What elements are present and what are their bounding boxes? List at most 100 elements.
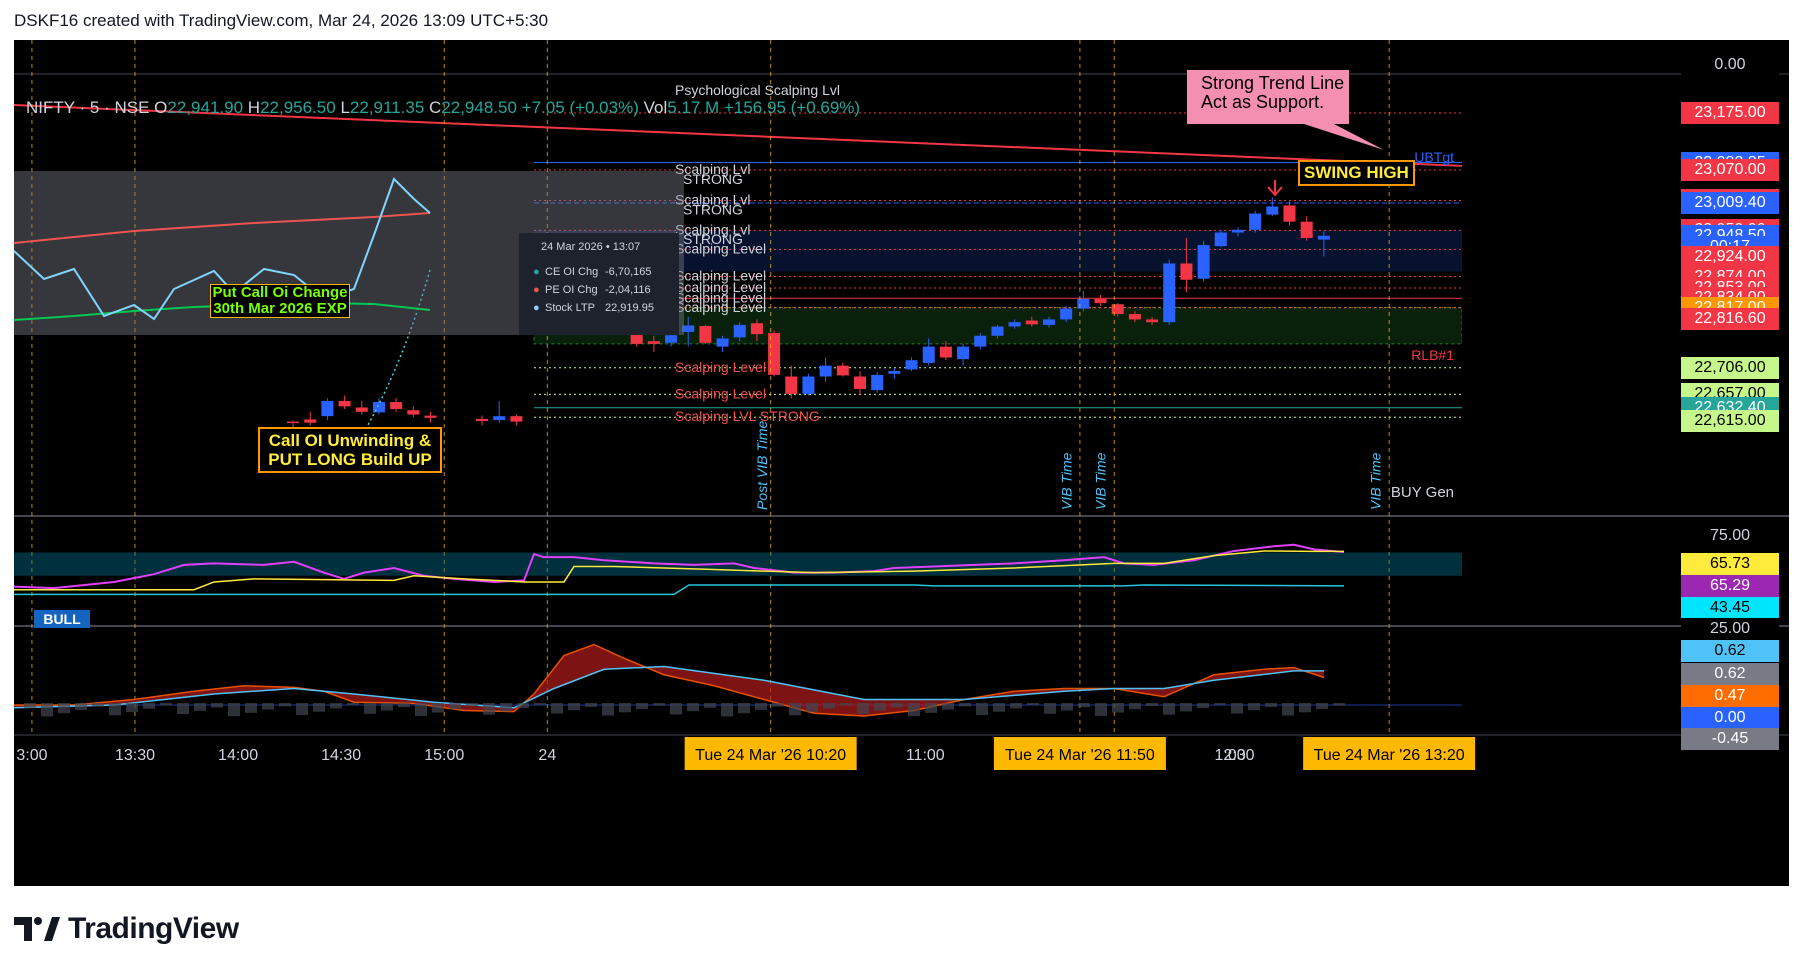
- tooltip-pe-label: PE OI Chg: [545, 284, 598, 296]
- candle-body: [1249, 213, 1262, 230]
- tradingview-brand[interactable]: TradingView: [14, 912, 239, 946]
- macd-histogram-bar: [58, 703, 70, 714]
- symbol-legend[interactable]: NIFTY · 5 · NSE O22,941.90 H22,956.50 L2…: [26, 98, 860, 118]
- candle-body: [665, 335, 678, 343]
- price-tag[interactable]: 0.00: [1681, 54, 1779, 76]
- price-tag[interactable]: 22,816.60: [1681, 308, 1779, 331]
- scalping-level-label: STRONG: [683, 171, 743, 187]
- macd-histogram-bar: [1129, 703, 1141, 710]
- macd-histogram-bar: [483, 703, 495, 715]
- macd-histogram-bar: [1095, 703, 1107, 716]
- candle: [424, 411, 437, 423]
- candle: [372, 398, 385, 415]
- macd-histogram-bar: [976, 703, 988, 715]
- macd-histogram-bar: [772, 703, 784, 707]
- macd-histogram-bar: [568, 703, 580, 711]
- candle-body: [1094, 298, 1107, 304]
- volume-label: Vol: [643, 98, 668, 117]
- macd-histogram-bar: [432, 703, 444, 713]
- candle-body: [836, 365, 849, 376]
- candle: [510, 414, 523, 426]
- open-value: 22,941.90: [167, 98, 244, 117]
- candle-body: [1025, 320, 1038, 325]
- macd-histogram-bar: [398, 703, 410, 708]
- candle-body: [510, 416, 523, 422]
- macd-histogram-bar: [636, 703, 648, 709]
- macd-histogram-bar: [1282, 703, 1294, 716]
- candle: [1008, 319, 1021, 329]
- macd-histogram-bar: [602, 703, 614, 716]
- macd-histogram-bar: [24, 703, 36, 708]
- candle-body: [905, 360, 918, 370]
- price-tag[interactable]: 23,009.40: [1681, 191, 1779, 214]
- rsi-value-tag[interactable]: 25.00: [1681, 618, 1779, 640]
- macd-histogram-bar: [738, 703, 750, 714]
- tooltip-ltp-value: 22,919.95: [605, 302, 654, 314]
- chart-area[interactable]: 3:00 13:30 14:00 14:30 15:00 24 11:00:00 12:30 T…: [14, 40, 1789, 886]
- candle: [1060, 305, 1073, 323]
- candle-body: [338, 400, 351, 407]
- tooltip-ce-value: -6,70,165: [605, 266, 652, 278]
- candle: [1163, 259, 1176, 325]
- symbol-name[interactable]: NIFTY · 5 · NSE: [26, 98, 150, 117]
- price-tag[interactable]: 22,615.00: [1681, 409, 1779, 432]
- candle: [407, 406, 420, 418]
- macd-histogram-bar: [721, 703, 733, 717]
- candle-body: [1197, 245, 1210, 279]
- macd-histogram-bar: [1214, 703, 1226, 705]
- rsi-value-tag[interactable]: 65.29: [1681, 575, 1779, 597]
- candle: [974, 333, 987, 350]
- time-axis-label: 24: [538, 747, 556, 764]
- call-oi-unwinding-note: Call OI Unwinding & PUT LONG Build UP: [258, 427, 442, 473]
- call-oi-note-line2: PUT LONG Build UP: [268, 450, 432, 469]
- price-tag[interactable]: 23,070.00: [1681, 159, 1779, 182]
- low-label: L: [340, 98, 350, 117]
- open-label: O: [154, 98, 168, 117]
- macd-histogram-bar: [993, 703, 1005, 712]
- time-axis-label: 15:00: [424, 747, 464, 764]
- macd-histogram-bar: [806, 703, 818, 712]
- candle: [1300, 216, 1313, 241]
- chart-header: DSKF16 created with TradingView.com, Mar…: [14, 11, 549, 30]
- macd-value-tag[interactable]: 0.47: [1681, 685, 1779, 707]
- candle-body: [493, 416, 506, 420]
- ubtgt-label: UBTgt: [1414, 149, 1454, 165]
- candle: [802, 373, 815, 396]
- scalping-level-label: Scalping LVL STRONG: [675, 408, 820, 424]
- macd-value-tag[interactable]: -0.45: [1681, 728, 1779, 750]
- candle: [355, 400, 368, 415]
- low-value: 22,911.35: [349, 98, 425, 117]
- candle-body: [1283, 205, 1296, 222]
- macd-value-tag[interactable]: 0.62: [1681, 640, 1779, 662]
- candle-body: [768, 333, 781, 375]
- candle-body: [974, 335, 987, 347]
- candle-body: [647, 341, 660, 344]
- macd-histogram-bar: [517, 703, 529, 709]
- rsi-value-tag[interactable]: 65.73: [1681, 553, 1779, 575]
- price-tag[interactable]: 22,706.00: [1681, 356, 1779, 379]
- price-tag[interactable]: 23,175.00: [1681, 102, 1779, 124]
- macd-value-tag[interactable]: 0.00: [1681, 707, 1779, 729]
- time-cursor-label: Tue 24 Mar '26 10:20: [695, 747, 846, 764]
- scalping-level-label: Scalping Level: [675, 240, 766, 256]
- macd-histogram-bar: [1146, 703, 1158, 706]
- rsi-value-tag[interactable]: 75.00: [1681, 525, 1779, 547]
- macd-histogram-bar: [449, 703, 461, 710]
- candle-body: [991, 326, 1004, 336]
- macd-histogram-bar: [653, 703, 665, 706]
- macd-value-tag[interactable]: 0.62: [1681, 663, 1779, 685]
- bull-badge: BULL: [34, 610, 90, 628]
- macd-histogram-bar: [942, 703, 954, 710]
- put-call-oi-note: Put Call Oi Change 30th Mar 2026 EXP: [210, 284, 350, 318]
- macd-histogram-bar: [840, 703, 852, 706]
- tradingview-wordmark: TradingView: [68, 912, 239, 945]
- rsi-value-tag[interactable]: 43.45: [1681, 597, 1779, 619]
- rlb-label: RLB#1: [1411, 347, 1454, 363]
- swing-high-arrow-icon: [1267, 180, 1283, 197]
- scalping-level-label: STRONG: [683, 231, 743, 247]
- time-axis-label: 14:30: [321, 747, 361, 764]
- price-tag[interactable]: 22,924.00: [1681, 245, 1779, 268]
- candle-body: [871, 374, 884, 391]
- candle-body: [1077, 298, 1090, 309]
- macd-histogram-bar: [619, 703, 631, 713]
